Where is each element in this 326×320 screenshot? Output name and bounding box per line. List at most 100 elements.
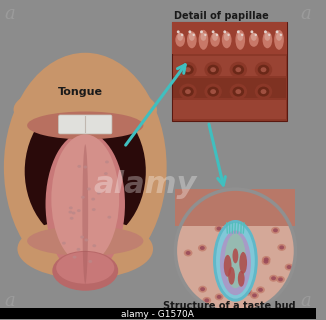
Ellipse shape [230, 84, 247, 100]
Ellipse shape [72, 212, 76, 214]
Ellipse shape [27, 111, 143, 140]
Ellipse shape [70, 217, 74, 220]
Ellipse shape [263, 260, 268, 264]
Ellipse shape [83, 165, 87, 169]
Ellipse shape [271, 276, 276, 280]
Ellipse shape [4, 53, 167, 282]
Ellipse shape [256, 286, 265, 293]
Ellipse shape [186, 251, 190, 255]
Ellipse shape [177, 30, 180, 33]
Ellipse shape [271, 227, 280, 234]
Ellipse shape [204, 62, 222, 78]
Ellipse shape [200, 246, 205, 250]
Ellipse shape [216, 227, 221, 231]
Ellipse shape [225, 270, 230, 274]
Ellipse shape [246, 290, 251, 294]
Ellipse shape [278, 277, 283, 281]
Ellipse shape [258, 65, 269, 75]
Ellipse shape [223, 268, 232, 276]
Ellipse shape [217, 295, 222, 299]
Ellipse shape [252, 293, 257, 297]
Ellipse shape [77, 248, 81, 251]
FancyBboxPatch shape [172, 22, 287, 54]
Ellipse shape [250, 292, 259, 299]
Ellipse shape [218, 251, 227, 258]
FancyBboxPatch shape [173, 56, 286, 76]
Ellipse shape [210, 33, 220, 47]
Ellipse shape [185, 89, 191, 94]
Ellipse shape [87, 188, 91, 190]
Ellipse shape [280, 34, 282, 36]
Ellipse shape [264, 33, 270, 41]
Ellipse shape [230, 62, 247, 78]
Ellipse shape [229, 243, 238, 250]
Text: a: a [4, 5, 15, 23]
Ellipse shape [207, 65, 219, 75]
Ellipse shape [237, 33, 243, 41]
Ellipse shape [273, 228, 278, 232]
Ellipse shape [198, 286, 207, 293]
Ellipse shape [68, 211, 72, 213]
Ellipse shape [231, 244, 236, 249]
Ellipse shape [77, 165, 81, 168]
Ellipse shape [27, 226, 143, 256]
Ellipse shape [179, 84, 197, 100]
FancyBboxPatch shape [172, 22, 287, 122]
Text: alamy - G1570A: alamy - G1570A [122, 310, 194, 319]
Ellipse shape [248, 247, 253, 251]
Ellipse shape [260, 89, 266, 94]
Ellipse shape [200, 287, 205, 291]
Ellipse shape [188, 30, 191, 33]
Ellipse shape [276, 276, 285, 283]
Ellipse shape [212, 30, 215, 33]
Ellipse shape [181, 34, 183, 36]
Ellipse shape [262, 258, 270, 265]
FancyBboxPatch shape [173, 78, 286, 98]
Ellipse shape [222, 277, 227, 281]
Ellipse shape [234, 246, 243, 253]
Ellipse shape [258, 87, 269, 97]
Ellipse shape [207, 87, 219, 97]
Ellipse shape [235, 67, 241, 72]
Ellipse shape [212, 33, 218, 41]
Ellipse shape [216, 223, 255, 299]
Ellipse shape [241, 34, 244, 36]
Ellipse shape [204, 34, 207, 36]
Ellipse shape [276, 33, 282, 41]
Ellipse shape [232, 65, 244, 75]
Ellipse shape [235, 30, 245, 50]
Ellipse shape [279, 245, 284, 249]
Ellipse shape [268, 34, 271, 36]
Ellipse shape [200, 33, 206, 41]
FancyBboxPatch shape [59, 115, 112, 134]
Ellipse shape [255, 84, 272, 100]
Ellipse shape [235, 89, 241, 94]
Ellipse shape [237, 30, 240, 33]
Ellipse shape [179, 62, 197, 78]
Ellipse shape [104, 172, 108, 175]
Ellipse shape [62, 242, 66, 245]
Ellipse shape [260, 67, 266, 72]
Text: Structure of a taste bud: Structure of a taste bud [163, 300, 295, 311]
Ellipse shape [215, 225, 223, 232]
Ellipse shape [185, 67, 191, 72]
Ellipse shape [220, 253, 225, 257]
Ellipse shape [277, 244, 286, 251]
Ellipse shape [228, 267, 235, 285]
Ellipse shape [220, 276, 229, 282]
Ellipse shape [182, 87, 194, 97]
Ellipse shape [69, 206, 73, 209]
Text: a: a [301, 5, 312, 23]
Ellipse shape [182, 65, 194, 75]
Ellipse shape [255, 34, 257, 36]
Ellipse shape [52, 251, 118, 291]
FancyBboxPatch shape [173, 100, 286, 119]
Circle shape [175, 189, 295, 313]
Ellipse shape [224, 33, 230, 41]
Text: a: a [4, 292, 15, 310]
Ellipse shape [269, 275, 278, 282]
Ellipse shape [199, 30, 208, 50]
Ellipse shape [202, 297, 211, 304]
Ellipse shape [225, 234, 246, 288]
Ellipse shape [262, 256, 271, 263]
